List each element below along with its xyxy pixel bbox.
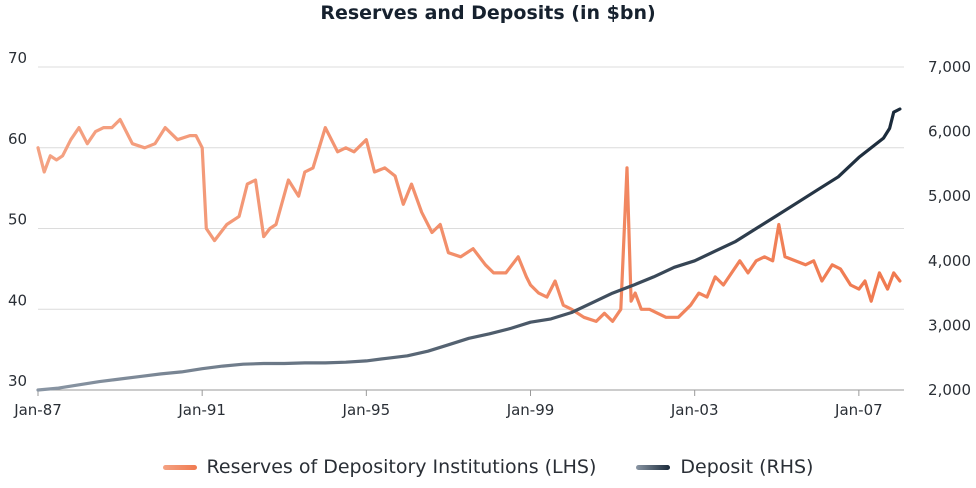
series-line-reserves <box>36 117 902 323</box>
x-tick-label: Jan-07 <box>834 401 883 419</box>
x-tick-label: Jan-91 <box>177 401 226 419</box>
legend-swatch-reserves <box>162 464 197 470</box>
x-tick-label: Jan-87 <box>13 401 62 419</box>
y-right-tick-label: 7,000 <box>928 58 971 76</box>
y-left-tick-label: 70 <box>8 49 27 67</box>
y-left-tick-label: 50 <box>8 211 27 229</box>
y-left-tick-label: 30 <box>8 372 27 390</box>
y-left-tick-label: 60 <box>8 130 27 148</box>
y-right-tick-label: 6,000 <box>928 123 971 141</box>
y-right-tick-label: 2,000 <box>928 381 971 399</box>
y-right-tick-label: 3,000 <box>928 316 971 334</box>
x-tick-label: Jan-03 <box>670 401 719 419</box>
y-right-tick-label: 4,000 <box>928 252 971 270</box>
legend-label-reserves: Reserves of Depository Institutions (LHS… <box>206 456 597 478</box>
y-right-tick-label: 5,000 <box>928 187 971 205</box>
x-tick-label: Jan-95 <box>342 401 391 419</box>
legend-item-deposit[interactable]: Deposit (RHS) <box>636 456 813 478</box>
plot-area: 30 40 50 60 70 2,000 3,000 4,000 5,000 6,000 7,000… <box>8 49 971 419</box>
y-left-tick-label: 40 <box>8 291 27 309</box>
chart-title: Reserves and Deposits (in $bn) <box>320 2 656 24</box>
legend-item-reserves[interactable]: Reserves of Depository Institutions (LHS… <box>162 456 597 478</box>
series-line-deposit <box>36 107 902 392</box>
x-tick-label: Jan-99 <box>506 401 555 419</box>
legend-swatch-deposit <box>636 464 671 470</box>
legend-label-deposit: Deposit (RHS) <box>680 456 814 478</box>
legend: Reserves of Depository Institutions (LHS… <box>0 456 976 478</box>
